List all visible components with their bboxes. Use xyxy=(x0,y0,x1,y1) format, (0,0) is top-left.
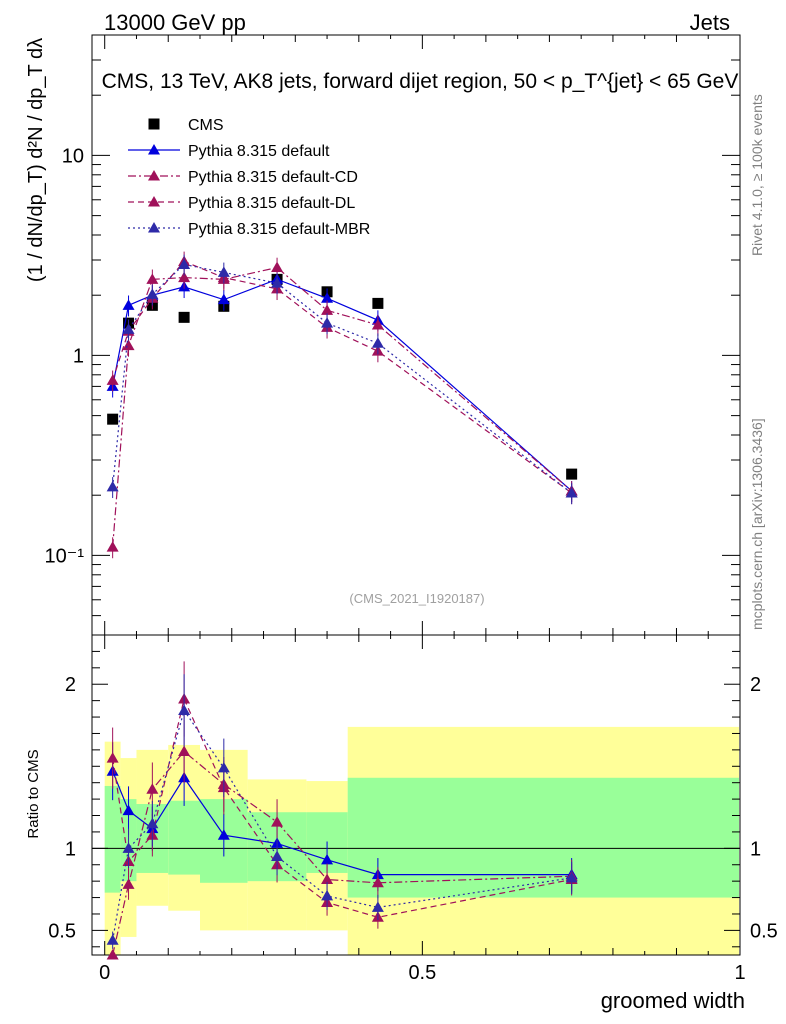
marker-mbr xyxy=(217,266,230,277)
marker-dl xyxy=(106,374,119,385)
ratio-panel-frame xyxy=(91,634,741,956)
marker-mbr xyxy=(106,934,119,945)
marker-mbr xyxy=(122,323,135,334)
marker-cd xyxy=(178,271,191,283)
series-line-default xyxy=(112,278,573,492)
marker-mbr xyxy=(146,817,159,829)
marker-mbr xyxy=(321,889,334,901)
legend-label-mbr: Pythia 8.315 default-MBR xyxy=(188,221,370,238)
legend-label-default: Pythia 8.315 default xyxy=(188,143,330,160)
marker-mbr xyxy=(146,288,159,299)
marker-cd xyxy=(321,873,334,885)
main-y-tick-label: 10 xyxy=(62,145,84,167)
marker-cd xyxy=(122,339,135,351)
marker-cd xyxy=(371,318,384,330)
marker-mbr xyxy=(106,480,119,492)
legend-label-cd: Pythia 8.315 default-CD xyxy=(188,169,358,186)
ratio-y-tick-label: 2 xyxy=(65,674,76,696)
legend-label-data: CMS xyxy=(188,117,224,134)
legend-label-dl: Pythia 8.315 default-DL xyxy=(188,195,355,212)
series-line-mbr xyxy=(112,709,572,941)
marker-mbr xyxy=(271,850,284,862)
marker-default xyxy=(122,804,135,816)
marker-mbr xyxy=(178,704,191,715)
category-label: Jets xyxy=(690,10,730,35)
main-y-tick-label: 10⁻¹ xyxy=(45,545,85,567)
x-tick-label: 1 xyxy=(734,962,745,984)
legend-marker-mbr xyxy=(148,222,160,233)
marker-data xyxy=(107,413,119,425)
marker-default xyxy=(321,292,334,303)
marker-mbr xyxy=(178,258,191,269)
ratio-y-tick-label-right: 0.5 xyxy=(750,920,778,942)
marker-cd xyxy=(271,261,284,273)
marker-mbr xyxy=(371,901,384,912)
rivet-version-label: Rivet 4.1.0, ≥ 100k events xyxy=(749,94,765,256)
main-series xyxy=(106,251,578,559)
series-line-mbr xyxy=(112,263,573,494)
marker-data xyxy=(178,311,190,323)
mcplots-label: mcplots.cern.ch [arXiv:1306.3436] xyxy=(749,418,765,630)
marker-cd xyxy=(146,783,159,794)
marker-cd xyxy=(146,273,159,284)
ratio-ylabel: Ratio to CMS xyxy=(25,749,42,838)
energy-label: 13000 GeV pp xyxy=(104,10,246,35)
marker-mbr xyxy=(565,871,578,883)
main-y-tick-label: 1 xyxy=(73,345,84,367)
marker-mbr xyxy=(122,842,135,853)
marker-default xyxy=(321,853,334,865)
legend-marker-default xyxy=(148,144,160,155)
marker-cd xyxy=(371,876,384,888)
marker-mbr xyxy=(565,487,578,498)
x-tick-label: 0.5 xyxy=(408,962,436,984)
band-inner-bin xyxy=(168,800,200,875)
ratio-tick-labels: 0.5 0.51 12 20 0.5 1 xyxy=(48,674,778,984)
series-line-dl xyxy=(112,260,573,494)
legend: CMS Pythia 8.315 default Pythia 8.315 defa… xyxy=(128,117,370,238)
marker-cd xyxy=(178,745,191,757)
ratio-uncertainty-bands xyxy=(104,726,739,955)
marker-default xyxy=(122,299,135,310)
marker-cd xyxy=(106,541,119,552)
ratio-y-tick-label: 1 xyxy=(65,838,76,860)
x-tick-label: 0 xyxy=(99,962,110,984)
ratio-y-tick-label-right: 2 xyxy=(750,674,761,696)
marker-default xyxy=(217,829,230,840)
x-axis-label: groomed width xyxy=(601,988,745,1013)
legend-marker-dl xyxy=(148,196,160,207)
panel-border xyxy=(91,634,741,956)
main-ylabel: (1 / dN/dp_T) d²N / dp_T dλ xyxy=(25,38,47,282)
ratio-y-tick-label-right: 1 xyxy=(750,838,761,860)
series-line-cd xyxy=(112,266,573,548)
marker-cd xyxy=(106,949,119,960)
marker-cd xyxy=(122,878,135,889)
marker-mbr xyxy=(271,277,284,288)
marker-data xyxy=(372,297,384,309)
analysis-watermark: (CMS_2021_I1920187) xyxy=(349,591,484,606)
marker-default xyxy=(217,293,230,305)
ratio-y-tick-label: 0.5 xyxy=(48,920,76,942)
chart-title: CMS, 13 TeV, AK8 jets, forward dijet reg… xyxy=(102,70,739,93)
main-tick-labels: 10⁻¹ 1 10 xyxy=(45,145,85,567)
marker-data xyxy=(566,468,578,480)
marker-mbr xyxy=(321,317,334,328)
marker-dl xyxy=(106,752,119,763)
marker-cd xyxy=(271,816,284,827)
legend-marker-cd xyxy=(148,170,160,181)
legend-marker-data xyxy=(148,118,160,130)
marker-mbr xyxy=(371,337,384,348)
ratio-series xyxy=(106,661,578,960)
band-inner-bin xyxy=(104,785,121,893)
marker-mbr xyxy=(217,761,230,773)
marker-cd xyxy=(321,304,334,315)
band-inner-bin xyxy=(347,777,739,898)
